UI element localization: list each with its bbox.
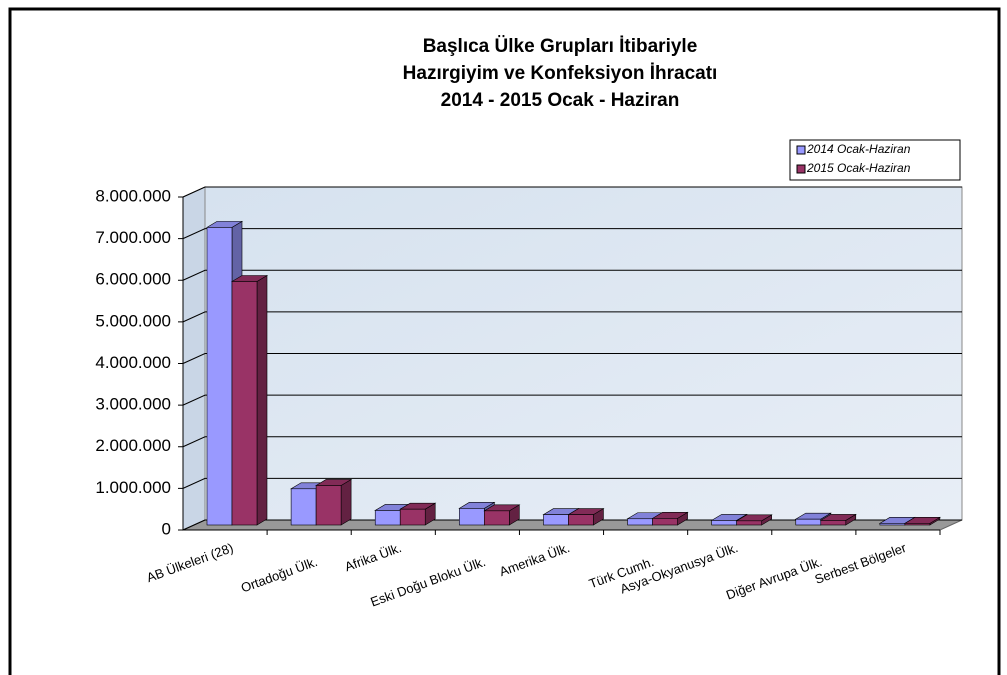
grid-line bbox=[182, 311, 962, 323]
bar bbox=[904, 523, 931, 526]
y-tick-label: 6.000.000 bbox=[95, 270, 171, 289]
bar bbox=[543, 514, 569, 526]
bar-side bbox=[256, 274, 268, 526]
legend-swatch bbox=[796, 145, 806, 155]
bar bbox=[290, 488, 317, 526]
bar bbox=[374, 510, 401, 526]
x-tick-label: Eski Doğu Bloku Ülk. bbox=[368, 554, 487, 610]
bar bbox=[711, 520, 737, 526]
y-tick-label: 3.000.000 bbox=[95, 395, 171, 414]
grid-line bbox=[182, 269, 962, 281]
bar bbox=[627, 518, 653, 526]
y-tick-label: 8.000.000 bbox=[95, 186, 171, 205]
grid-line bbox=[182, 436, 962, 448]
legend-swatch bbox=[796, 164, 806, 174]
bar bbox=[652, 518, 678, 526]
grid-line bbox=[182, 477, 962, 489]
x-tick-label: Amerika Ülk. bbox=[497, 540, 571, 579]
bar bbox=[231, 281, 258, 526]
y-tick-label: 2.000.000 bbox=[95, 436, 171, 455]
x-tick-label: Diğer Avrupa Ülk. bbox=[724, 554, 824, 603]
grid-line bbox=[182, 519, 962, 531]
chart-title: Başlıca Ülke Grupları İtibariyle bbox=[423, 36, 698, 57]
grid-line bbox=[182, 353, 962, 364]
bar-side bbox=[340, 478, 352, 526]
frame bbox=[8, 7, 1001, 675]
bar bbox=[879, 523, 906, 526]
legend-box bbox=[789, 139, 961, 181]
grid-line bbox=[182, 394, 962, 406]
x-tick-label: AB Ülkeleri (28) bbox=[145, 540, 236, 585]
chart-title: Hazırgiyim ve Konfeksiyon İhracatı bbox=[403, 63, 718, 84]
bar bbox=[399, 508, 426, 526]
bar bbox=[820, 520, 847, 526]
chart-title: 2014 - 2015 Ocak - Haziran bbox=[441, 90, 680, 111]
y-tick-label: 4.000.000 bbox=[95, 353, 171, 372]
grid-line bbox=[182, 228, 962, 240]
y-tick-label: 7.000.000 bbox=[95, 228, 171, 247]
bar bbox=[206, 227, 233, 526]
y-tick-label: 1.000.000 bbox=[95, 478, 171, 497]
grid-line bbox=[182, 186, 962, 198]
legend-label: 2015 Ocak-Haziran bbox=[806, 161, 911, 175]
bar bbox=[459, 508, 485, 526]
bar bbox=[795, 518, 822, 526]
y-tick-label: 0 bbox=[162, 519, 171, 538]
legend-label: 2014 Ocak-Haziran bbox=[806, 142, 911, 156]
x-tick-label: Serbest Bölgeler bbox=[813, 540, 909, 587]
y-tick-label: 5.000.000 bbox=[95, 311, 171, 330]
bar bbox=[568, 514, 594, 526]
x-tick-label: Afrika Ülk. bbox=[343, 540, 404, 574]
bar bbox=[315, 485, 342, 526]
x-tick-label: Ortadoğu Ülk. bbox=[239, 554, 319, 596]
bar bbox=[484, 510, 510, 526]
bar bbox=[736, 520, 762, 526]
